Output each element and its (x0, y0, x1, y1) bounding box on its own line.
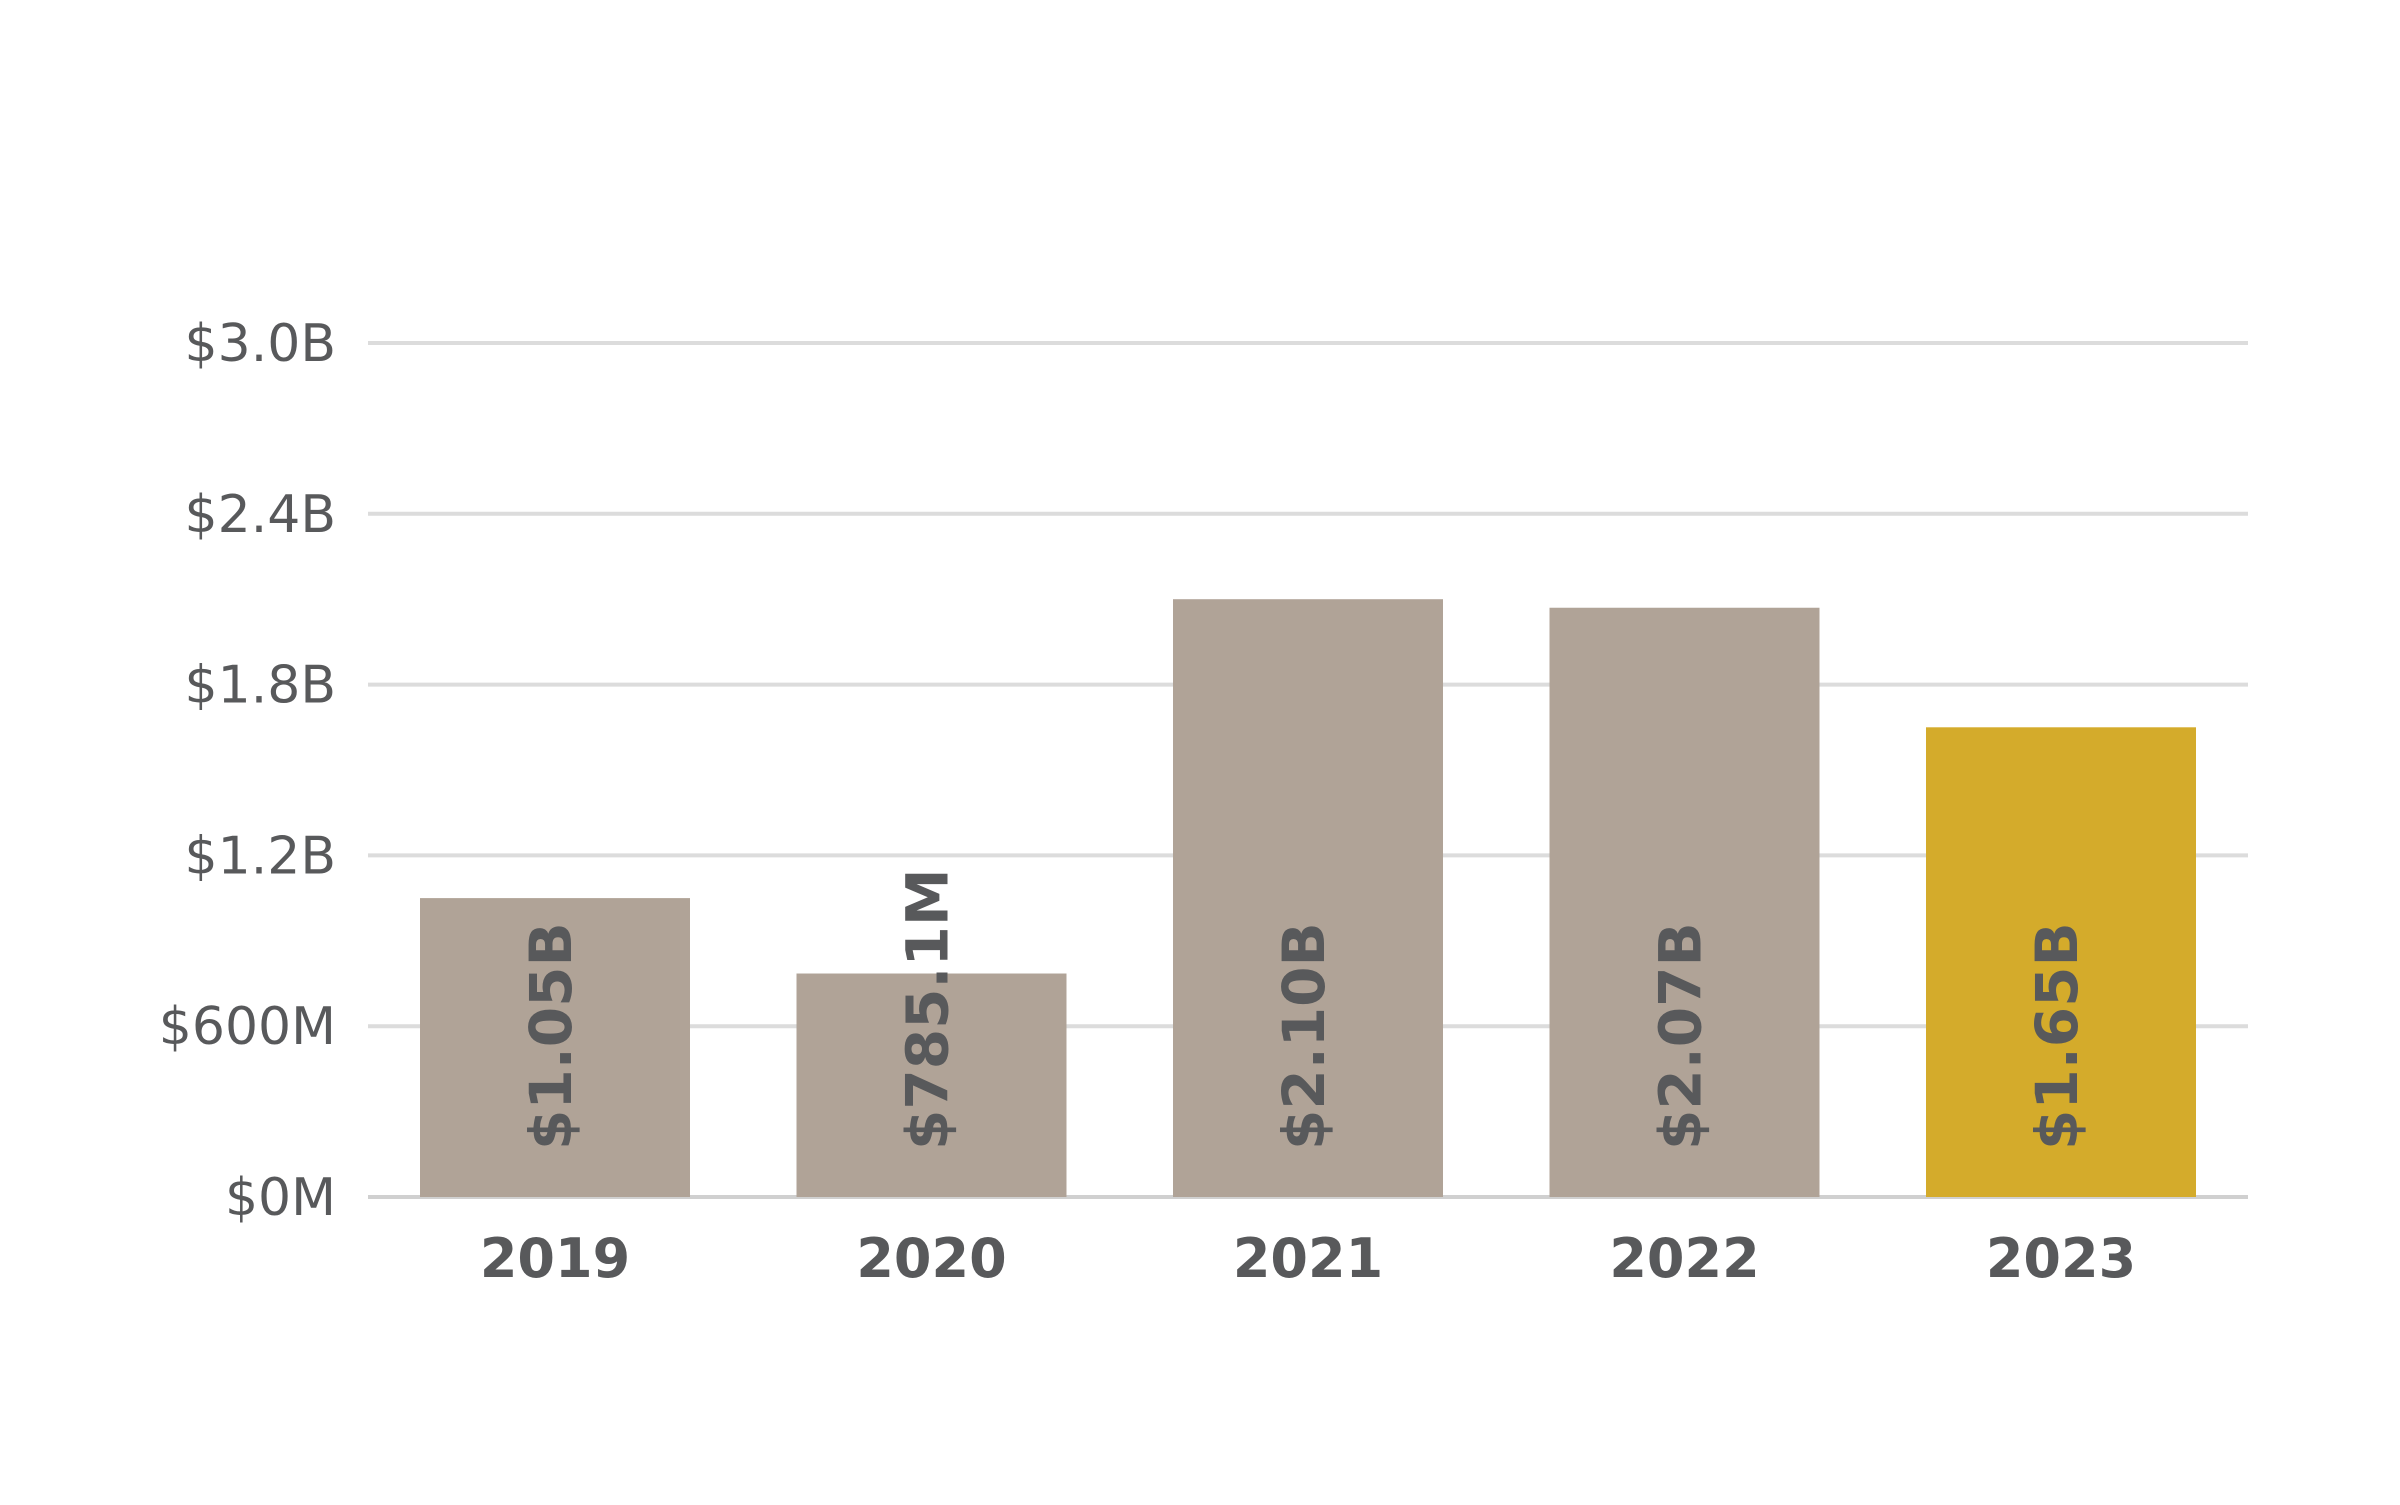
y-tick-label: $1.8B (185, 656, 336, 716)
x-tick-label: 2022 (1609, 1227, 1759, 1290)
bars (420, 599, 2196, 1197)
bar-2021 (1173, 599, 1443, 1197)
x-tick-label: 2021 (1233, 1227, 1383, 1290)
x-tick-label: 2019 (480, 1227, 630, 1290)
y-tick-label: $600M (159, 997, 336, 1057)
y-tick-label: $1.2B (185, 826, 336, 886)
data-labels: $1.05B $785.1M $2.10B $2.07B $1.65B (517, 868, 2091, 1150)
bar-2023 (1926, 727, 2196, 1197)
bar-2022 (1549, 607, 1820, 1197)
y-axis: $0M $600M $1.2B $1.8B $2.4B $3.0B (159, 314, 336, 1228)
y-tick-label: $3.0B (185, 314, 336, 374)
data-label: $1.65B (2023, 922, 2091, 1150)
y-tick-label: $0M (225, 1168, 336, 1228)
x-tick-label: 2020 (856, 1227, 1006, 1290)
y-tick-label: $2.4B (185, 485, 336, 545)
bar-2019 (420, 898, 690, 1197)
bar-2020 (796, 973, 1067, 1197)
data-label: $2.10B (1270, 922, 1338, 1150)
data-label: $785.1M (894, 868, 962, 1150)
data-label: $2.07B (1647, 922, 1715, 1150)
data-label: $1.05B (517, 922, 585, 1150)
x-tick-label: 2023 (1986, 1227, 2136, 1290)
x-axis: 2019 2020 2021 2022 2023 (480, 1227, 2136, 1290)
